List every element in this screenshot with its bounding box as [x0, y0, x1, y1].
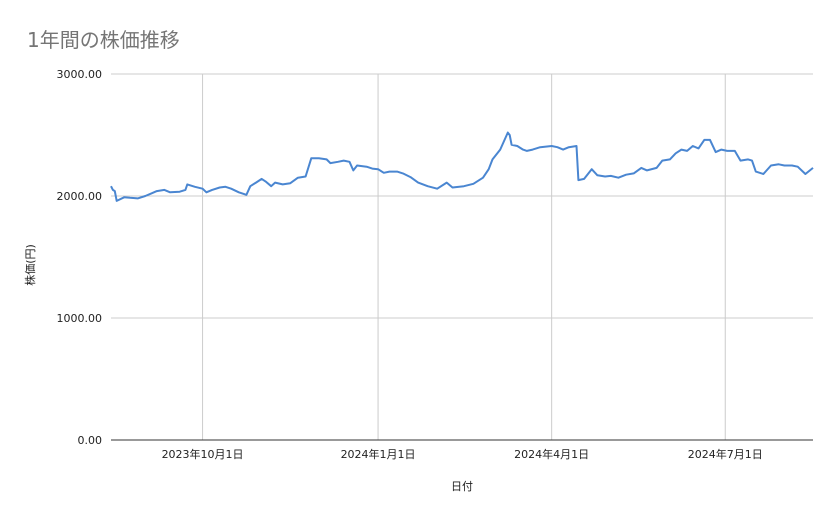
series-layer — [110, 131, 814, 202]
x-tick-label: 2024年4月1日 — [514, 447, 589, 461]
y-tick-label: 3000.00 — [57, 68, 103, 81]
x-axis-label: 日付 — [451, 480, 473, 493]
y-tick-label: 2000.00 — [57, 190, 103, 203]
y-axis-label: 株価(円) — [23, 244, 37, 286]
y-axis-ticks: 0.00 1000.00 2000.00 3000.00 — [57, 68, 103, 447]
y-tick-label: 0.00 — [78, 434, 103, 447]
gridlines — [111, 73, 813, 440]
x-tick-label: 2024年7月1日 — [688, 447, 763, 461]
x-tick-label: 2024年1月1日 — [341, 447, 416, 461]
y-tick-label: 1000.00 — [57, 312, 103, 325]
series-line — [110, 131, 814, 202]
chart-title: 1年間の株価推移 — [27, 28, 180, 52]
x-axis-ticks: 2023年10月1日 2024年1月1日 2024年4月1日 2024年7月1日 — [162, 447, 763, 461]
x-tick-label: 2023年10月1日 — [162, 447, 244, 461]
